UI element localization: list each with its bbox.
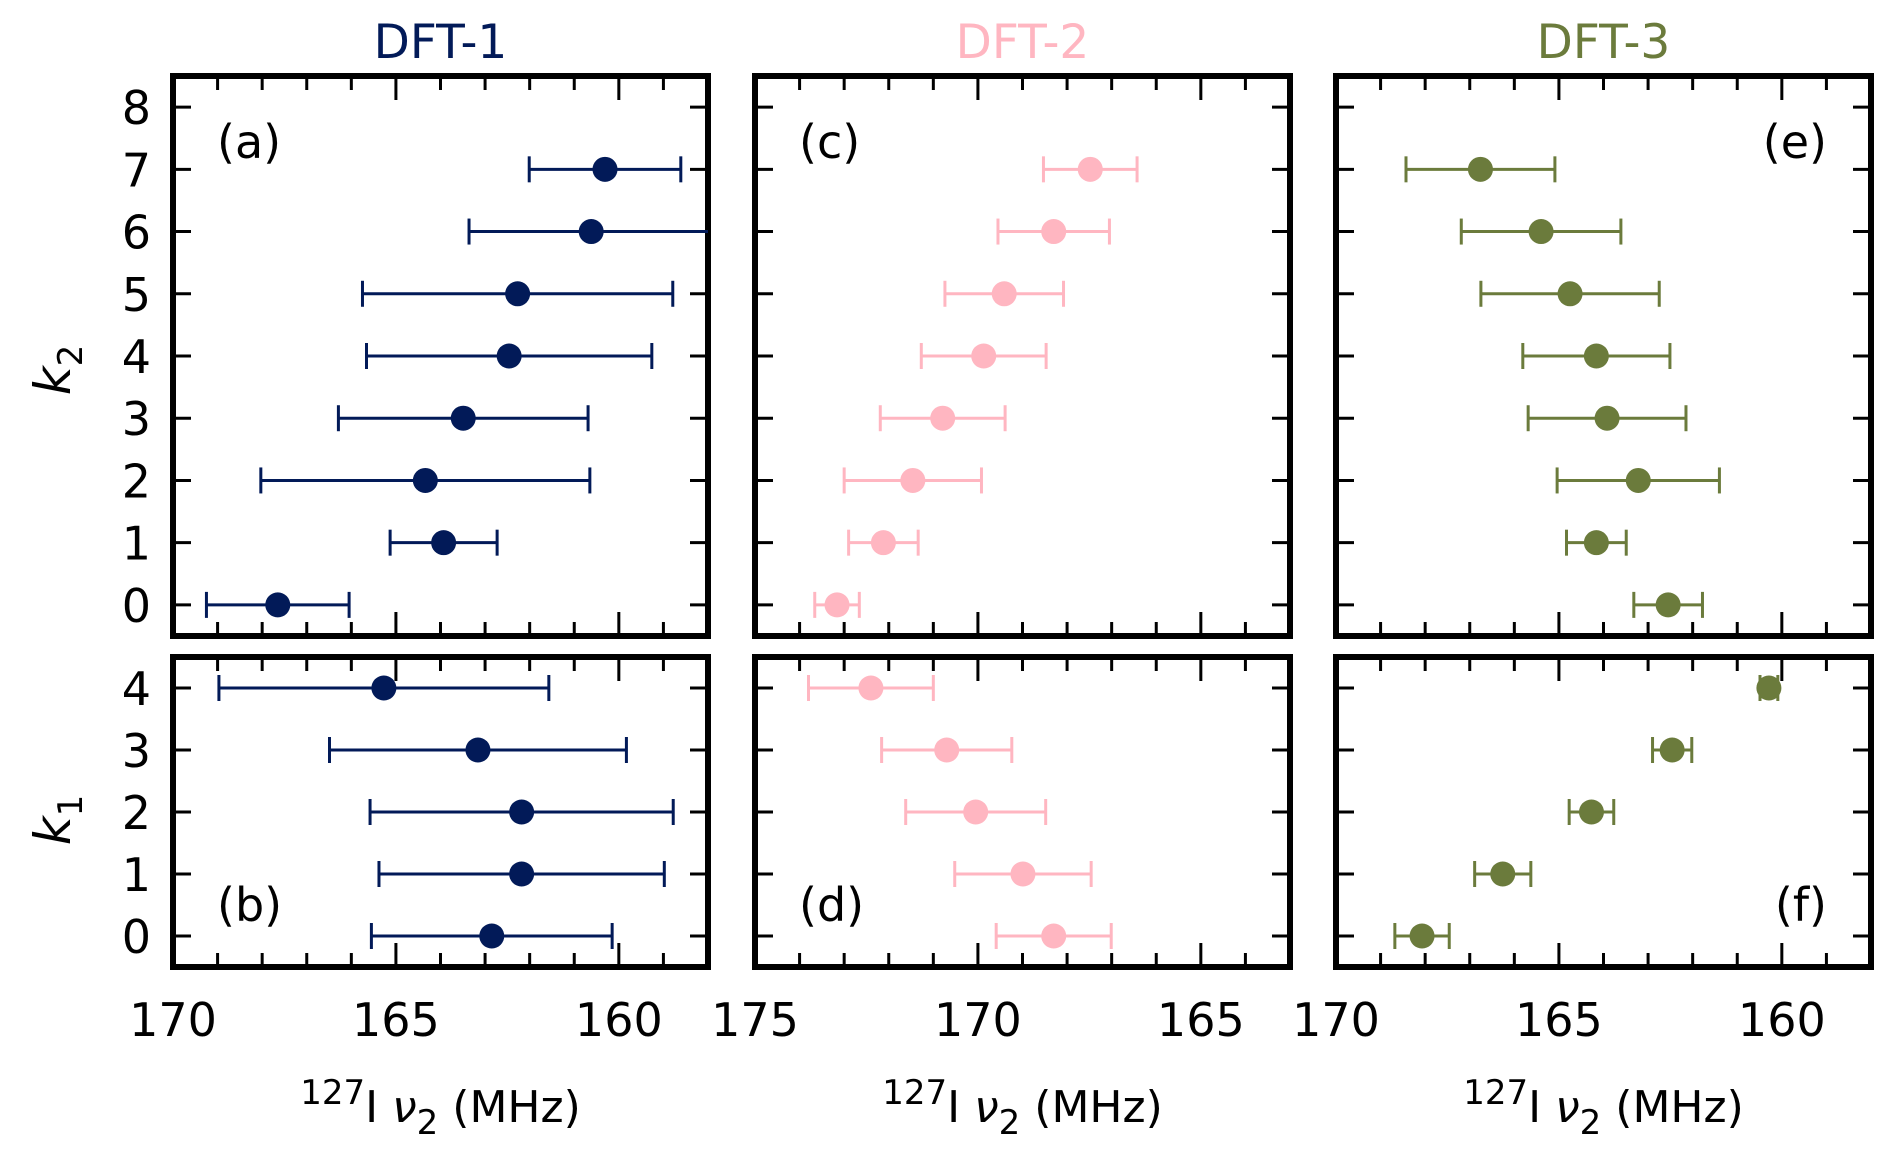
column-title-1: DFT-1: [374, 15, 508, 70]
y-axis-label-k2: k2: [24, 345, 91, 396]
y-tick-label: 4: [122, 330, 151, 384]
data-point: [1583, 343, 1609, 369]
x-axis-label: 127I ν2 (MHz): [1463, 1073, 1744, 1143]
data-point: [496, 343, 522, 369]
x-tick-label: 160: [575, 993, 663, 1047]
column-title-2: DFT-2: [956, 15, 1090, 70]
data-point: [1467, 156, 1493, 182]
data-point: [505, 281, 531, 307]
y-tick-label: 7: [122, 143, 151, 197]
data-point: [1625, 467, 1651, 493]
y-tick-label: 6: [122, 206, 151, 260]
panel-d-series: [807, 675, 1113, 949]
panel-a-frame: [170, 73, 711, 639]
data-point: [870, 530, 896, 556]
panel-c-label: (c): [799, 115, 860, 169]
x-tick-label: 170: [934, 993, 1022, 1047]
data-point: [431, 530, 457, 556]
data-point: [934, 737, 960, 763]
panel-e-series: [1404, 156, 1721, 618]
panel-c-frame: [752, 73, 1293, 639]
panel-f-frame: [1333, 654, 1874, 970]
y-tick-label: 3: [122, 392, 151, 446]
panel-a-label: (a): [217, 115, 281, 169]
y-tick-label: 4: [122, 662, 151, 716]
data-point: [479, 923, 505, 949]
panel-c-series: [813, 156, 1139, 618]
data-point: [1490, 861, 1516, 887]
data-point: [1557, 281, 1583, 307]
panel-f-label: (f): [1775, 878, 1827, 932]
x-tick-label: 170: [129, 993, 217, 1047]
data-point: [1594, 405, 1620, 431]
y-tick-label: 0: [122, 579, 151, 633]
data-point: [1655, 592, 1681, 618]
panel-b-series: [217, 675, 675, 949]
panel-f-series: [1393, 675, 1782, 949]
y-tick-label: 3: [122, 724, 151, 778]
data-point: [509, 799, 535, 825]
data-point: [578, 219, 604, 245]
column-title-3: DFT-3: [1537, 15, 1671, 70]
data-point: [824, 592, 850, 618]
y-tick-label: 0: [122, 910, 151, 964]
data-point: [900, 467, 926, 493]
x-tick-label: 175: [711, 993, 799, 1047]
data-point: [1041, 923, 1067, 949]
data-point: [1041, 219, 1067, 245]
x-tick-label: 165: [1157, 993, 1245, 1047]
y-tick-label: 2: [122, 786, 151, 840]
x-tick-label: 165: [352, 993, 440, 1047]
y-axis-label-k1: k1: [24, 795, 91, 846]
data-point: [450, 405, 476, 431]
data-point: [971, 343, 997, 369]
panel-d-label: (d): [799, 878, 864, 932]
data-point: [1583, 530, 1609, 556]
data-point: [265, 592, 291, 618]
data-point: [1077, 156, 1103, 182]
y-tick-label: 8: [122, 81, 151, 135]
panel-e-label: (e): [1763, 115, 1827, 169]
data-point: [371, 675, 397, 701]
data-point: [858, 675, 884, 701]
data-point: [930, 405, 956, 431]
panel-e-frame: [1333, 73, 1874, 639]
x-axis-label: 127I ν2 (MHz): [300, 1073, 581, 1143]
data-point: [963, 799, 989, 825]
data-point: [1659, 737, 1685, 763]
panel-b-label: (b): [217, 878, 282, 932]
y-tick-label: 5: [122, 268, 151, 322]
data-point: [1578, 799, 1604, 825]
data-point: [1409, 923, 1435, 949]
data-point: [412, 467, 438, 493]
x-tick-label: 160: [1738, 993, 1826, 1047]
data-point: [1010, 861, 1036, 887]
data-point: [991, 281, 1017, 307]
data-point: [1756, 675, 1782, 701]
x-tick-label: 170: [1292, 993, 1380, 1047]
x-axis-label: 127I ν2 (MHz): [882, 1073, 1163, 1143]
panel-a-series: [204, 156, 708, 618]
data-point: [592, 156, 618, 182]
panel-b-frame: [170, 654, 711, 970]
data-point: [509, 861, 535, 887]
y-tick-label: 1: [122, 848, 151, 902]
y-tick-label: 1: [122, 517, 151, 571]
y-tick-label: 2: [122, 454, 151, 508]
panel-d-frame: [752, 654, 1293, 970]
data-point: [1528, 219, 1554, 245]
x-tick-label: 165: [1515, 993, 1603, 1047]
data-point: [465, 737, 491, 763]
